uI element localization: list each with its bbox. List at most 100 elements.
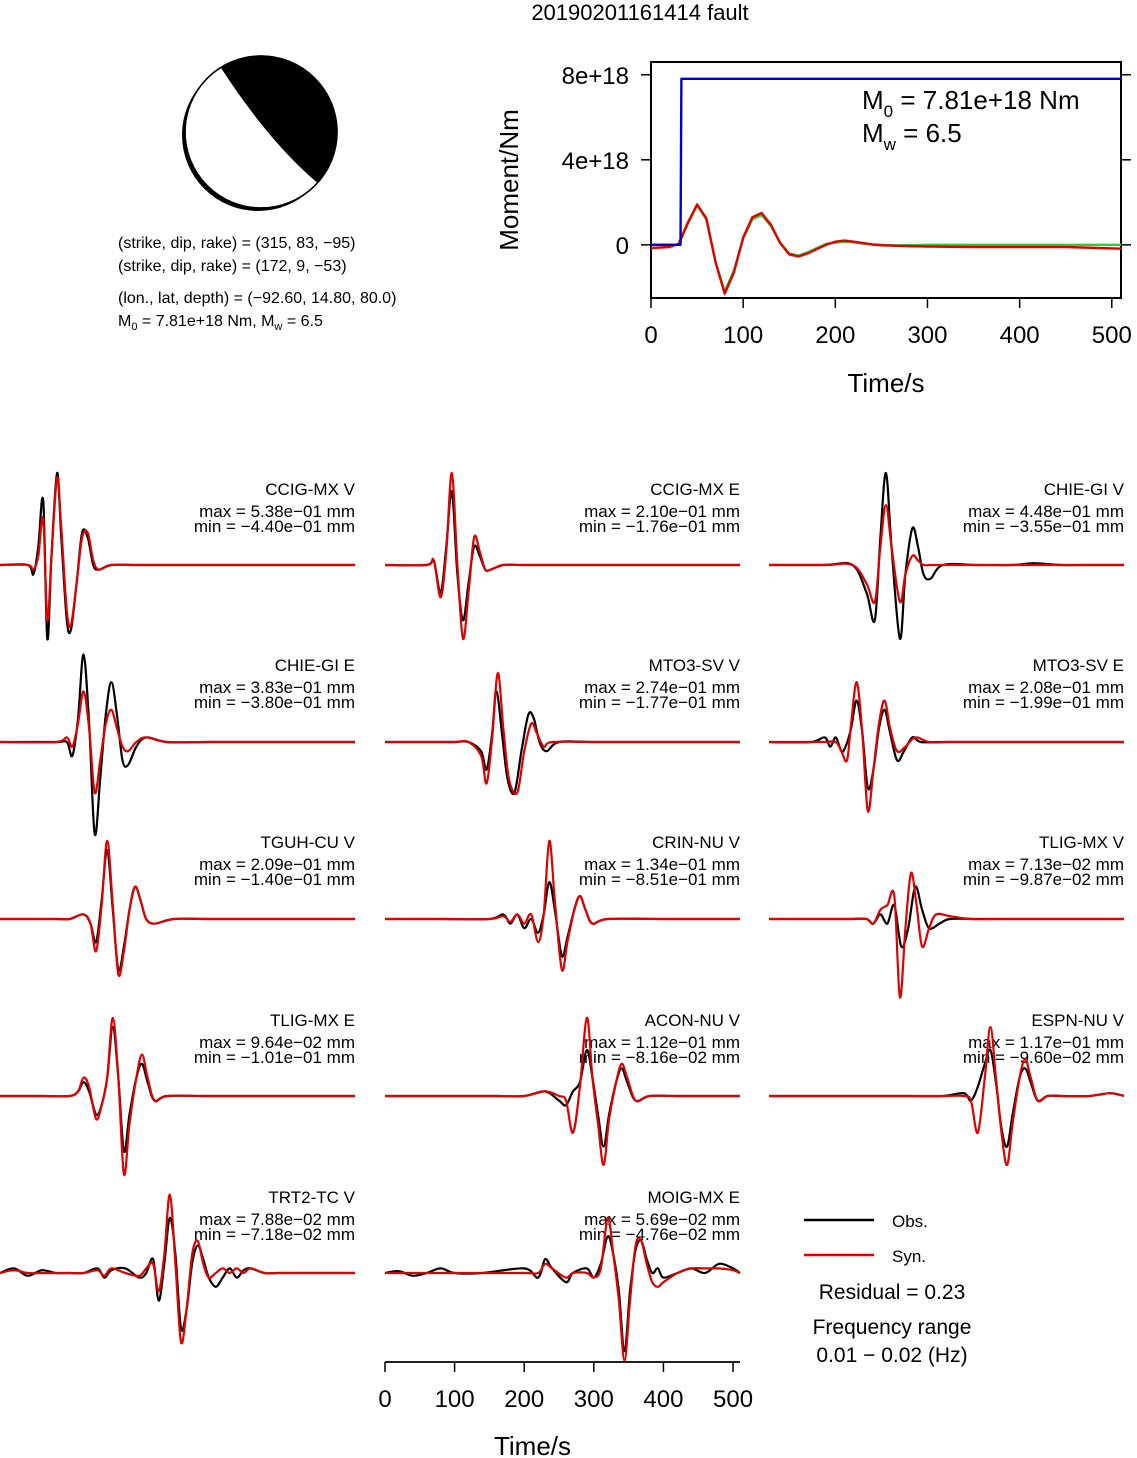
focal-mechanism-beachball	[182, 55, 338, 211]
trace-synthetic-line	[768, 681, 1124, 813]
trace-max-label: max = 2.74e−01 mm	[584, 678, 740, 697]
trace-min-label: min = −9.60e−02 mm	[963, 1048, 1124, 1067]
frequency-range-value: 0.01 − 0.02 (Hz)	[816, 1344, 967, 1367]
wave-x-tick-label: 0	[378, 1386, 391, 1413]
stf-y-axis-label: Moment/Nm	[494, 109, 524, 251]
trace-min-label: min = −9.87e−02 mm	[963, 870, 1124, 889]
trace-max-label: max = 5.38e−01 mm	[199, 502, 355, 521]
trace-observed-line	[768, 471, 1124, 640]
residual-text: Residual = 0.23	[819, 1281, 966, 1304]
trace-station-label: CHIE-GI E	[275, 656, 355, 675]
stf-y-tick-label: 0	[616, 233, 629, 260]
trace-synthetic-line	[0, 1193, 355, 1345]
legend-syn-label: Syn.	[892, 1247, 926, 1266]
stf-y-tick-label: 8e+18	[562, 63, 629, 90]
moment-function-chart: 0 100 200 300 400 500 0 4e+18 8e+18 Time/s Moment/…	[494, 61, 1132, 398]
stf-x-tick-label: 300	[907, 322, 947, 349]
trace-station-label: TRT2-TC V	[268, 1188, 355, 1207]
trace-max-label: max = 1.17e−01 mm	[968, 1033, 1124, 1052]
trace-max-label: max = 3.83e−01 mm	[199, 678, 355, 697]
trace-max-label: max = 2.10e−01 mm	[584, 502, 740, 521]
trace-station-label: TLIG-MX E	[270, 1011, 355, 1030]
trace-min-label: min = −3.80e−01 mm	[194, 693, 355, 712]
stf-x-tick-label: 400	[1000, 322, 1040, 349]
trace-station-label: TGUH-CU V	[261, 833, 356, 852]
trace-synthetic-line	[768, 871, 1124, 999]
trace-station-label: CHIE-GI V	[1044, 480, 1125, 499]
trace-synthetic-line	[768, 1025, 1125, 1167]
trace-min-label: min = −7.18e−02 mm	[194, 1225, 355, 1244]
trace-synthetic-line	[384, 1016, 740, 1167]
trace-synthetic-line	[0, 1016, 355, 1177]
trace-station-label: CRIN-NU V	[652, 833, 740, 852]
trace-max-label: max = 7.88e−02 mm	[199, 1210, 355, 1229]
trace-observed-line	[768, 885, 1124, 949]
trace-station-label: MTO3-SV V	[649, 656, 741, 675]
trace-synthetic-line	[384, 671, 740, 795]
moment-magnitude-text: M0 = 7.81e+18 Nm, Mw = 6.5	[118, 313, 323, 333]
trace-station-label: MTO3-SV E	[1033, 656, 1124, 675]
trace-max-label: max = 2.08e−01 mm	[968, 678, 1124, 697]
trace-station-label: TLIG-MX V	[1039, 833, 1125, 852]
trace-station-label: CCIG-MX E	[650, 480, 740, 499]
trace-max-label: max = 1.12e−01 mm	[584, 1033, 740, 1052]
trace-synthetic-line	[384, 839, 740, 972]
trace-min-label: min = −8.51e−01 mm	[579, 870, 740, 889]
trace-synthetic-line	[768, 504, 1124, 605]
trace-observed-line	[384, 1235, 741, 1353]
trace-max-label: max = 4.48e−01 mm	[968, 502, 1124, 521]
trace-min-label: min = −8.16e−02 mm	[579, 1048, 740, 1067]
trace-min-label: min = −4.40e−01 mm	[194, 517, 355, 536]
trace-station-label: MOIG-MX E	[647, 1188, 740, 1207]
wave-x-tick-label: 400	[643, 1386, 683, 1413]
stf-x-tick-label: 0	[644, 322, 657, 349]
beachball-compressional-quadrant	[220, 56, 337, 183]
trace-max-label: max = 7.13e−02 mm	[968, 855, 1124, 874]
trace-synthetic-line	[0, 839, 355, 977]
stf-x-axis-label: Time/s	[847, 368, 924, 398]
stf-plot-frame	[650, 61, 1122, 299]
stf-x-tick-label: 500	[1092, 322, 1132, 349]
location-text: (lon., lat, depth) = (−92.60, 14.80, 80.…	[118, 290, 396, 307]
wave-x-tick-label: 500	[713, 1386, 753, 1413]
stf-mw-annotation: Mw = 6.5	[862, 118, 962, 154]
stf-x-tick-label: 100	[723, 322, 763, 349]
wave-x-tick-label: 300	[574, 1386, 614, 1413]
stf-m0-annotation: M0 = 7.81e+18 Nm	[862, 85, 1080, 121]
wave-x-tick-label: 200	[504, 1386, 544, 1413]
trace-synthetic-line	[385, 1216, 741, 1362]
legend-obs-label: Obs.	[892, 1212, 928, 1231]
trace-observed-line	[768, 699, 1124, 791]
beachball-edge	[184, 55, 338, 209]
trace-min-label: min = −1.99e−01 mm	[963, 693, 1124, 712]
trace-max-label: max = 1.34e−01 mm	[584, 855, 740, 874]
stf-series-line-0	[651, 77, 1121, 247]
stf-series-line-2	[650, 203, 1122, 295]
frequency-range-label: Frequency range	[813, 1316, 972, 1339]
trace-synthetic-line	[0, 476, 355, 628]
trace-station-label: CCIG-MX V	[265, 480, 355, 499]
stf-x-tick-label: 200	[815, 322, 855, 349]
trace-max-label: max = 5.69e−02 mm	[584, 1210, 740, 1229]
trace-min-label: min = −4.76e−02 mm	[579, 1225, 740, 1244]
wave-x-axis-label: Time/s	[494, 1431, 571, 1458]
wave-x-tick-label: 100	[435, 1386, 475, 1413]
trace-min-label: min = −1.01e−01 mm	[194, 1048, 355, 1067]
trace-synthetic-line	[384, 471, 740, 640]
trace-synthetic-line	[0, 690, 355, 795]
nodal-plane-1-text: (strike, dip, rake) = (315, 83, −95)	[118, 235, 355, 252]
